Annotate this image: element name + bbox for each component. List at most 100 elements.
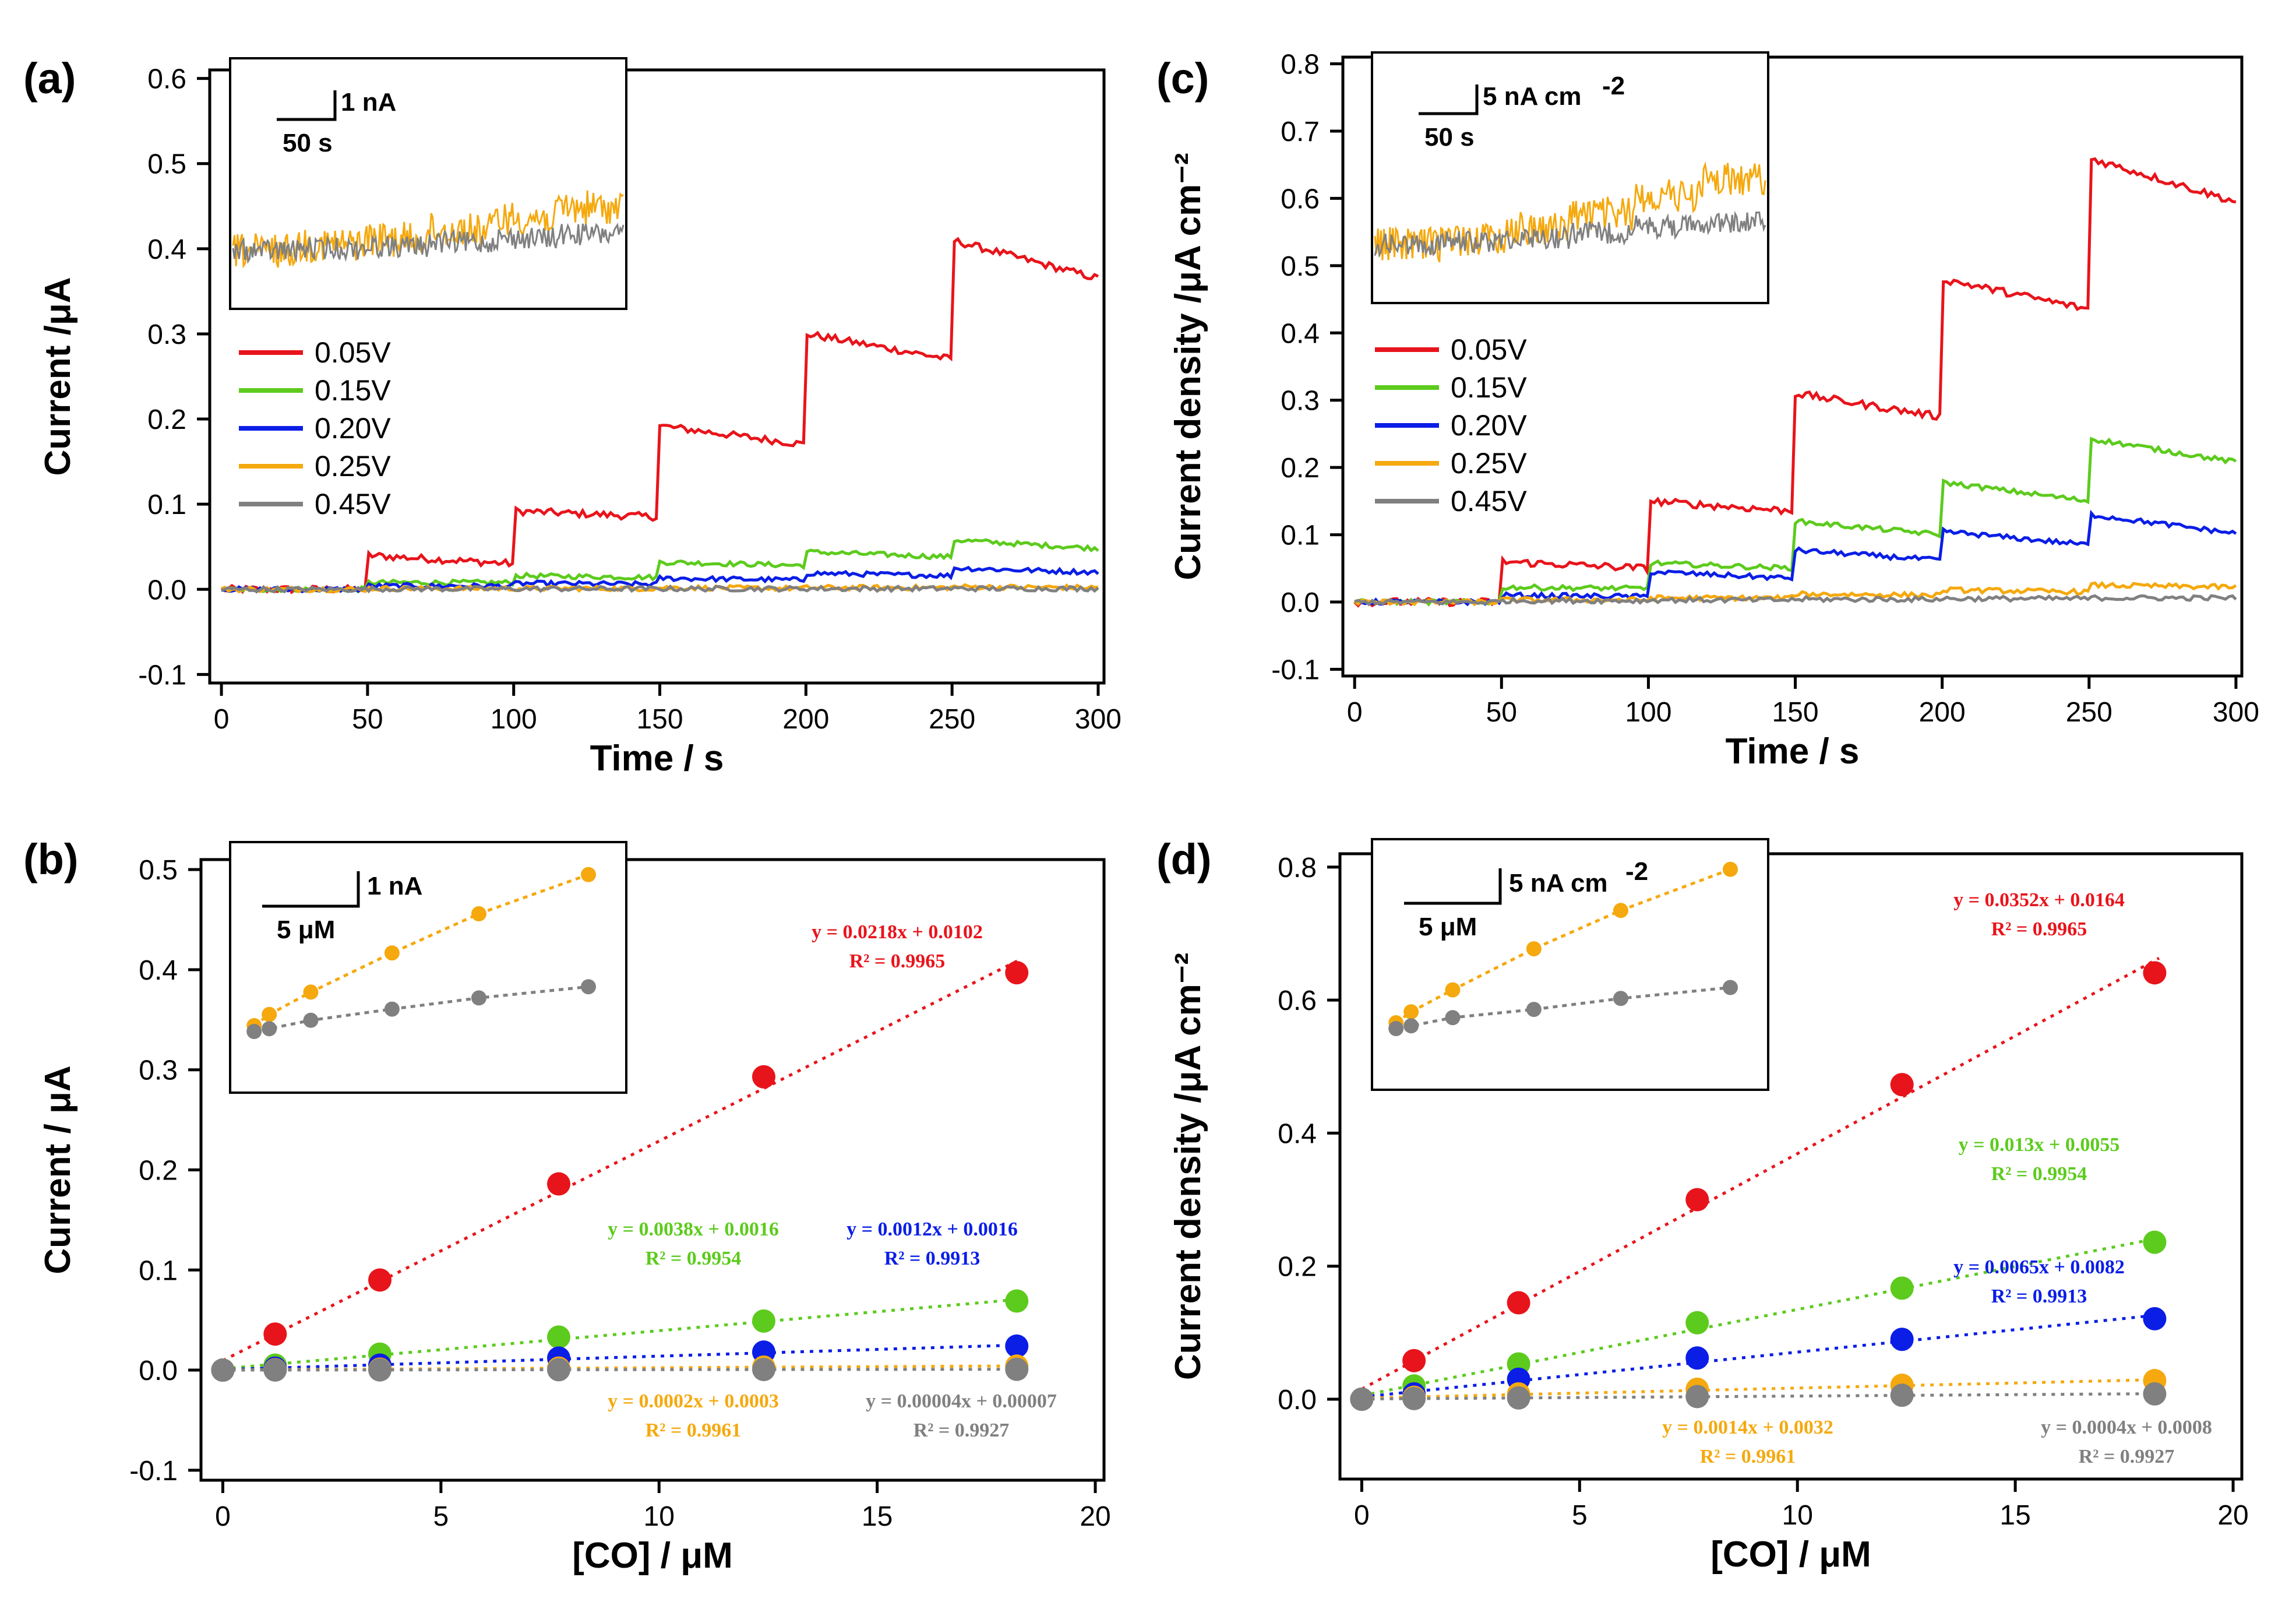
series-line-0.45V: [1354, 594, 2237, 607]
series-line-0.15V: [221, 538, 1099, 594]
x-tick-label: 250: [2066, 697, 2112, 728]
data-point-0.20V: [1685, 1346, 1709, 1370]
x-tick-label: 20: [1080, 1501, 1110, 1532]
fit-r2: R² = 0.9927: [2079, 1446, 2175, 1467]
y-tick-label: 0.2: [1278, 1252, 1317, 1283]
data-point-0.45V: [547, 1358, 571, 1382]
inset-frame: [229, 57, 627, 310]
y-tick-label: 0.0: [1281, 587, 1320, 618]
x-tick-label: 300: [1075, 704, 1121, 735]
y-tick-label: 0.5: [147, 149, 186, 180]
legend-label: 0.20V: [315, 412, 391, 445]
inset-data-point: [471, 990, 486, 1006]
panel-label: (c): [1156, 54, 1209, 103]
data-point-0.45V: [1890, 1383, 1914, 1407]
x-tick-label: 100: [1625, 697, 1671, 728]
panel-label: (d): [1156, 835, 1212, 883]
inset-data-point: [581, 979, 596, 995]
data-point-0.15V: [752, 1309, 775, 1333]
panel-d: (d) 0.0 0.2 0.4 0.6 0.8 0 5 10 15 20 [CO] / μM Curre…: [1156, 835, 2249, 1575]
y-tick-label: 0.3: [139, 1055, 178, 1086]
fit-line-0.45V: [1362, 1392, 2159, 1401]
legend-label: 0.45V: [1451, 485, 1527, 517]
inset-data-point: [1403, 1018, 1419, 1034]
y-tick-label: 0.4: [1281, 318, 1320, 349]
inset-scale-bar: [1419, 85, 1479, 115]
x-axis-label: Time / s: [590, 738, 724, 779]
data-point-0.20V: [2143, 1307, 2167, 1330]
data-point-0.15V: [547, 1325, 571, 1349]
series-line-0.15V: [1353, 436, 2237, 607]
inset-data-point: [1613, 903, 1628, 918]
y-tick-label: 0.1: [139, 1255, 178, 1286]
x-tick-label: 50: [352, 704, 383, 735]
legend-label: 0.45V: [315, 488, 391, 520]
x-tick-label: 300: [2213, 697, 2259, 728]
data-point-0.05V: [1402, 1349, 1426, 1372]
x-tick-label: 200: [1919, 697, 1966, 728]
fit-equation: y = 0.0038x + 0.0016: [608, 1219, 779, 1240]
plot-frame: [1338, 852, 2244, 1481]
fit-r2: R² = 0.9961: [646, 1420, 742, 1441]
fit-equation: y = 0.0352x + 0.0164: [1953, 889, 2125, 911]
y-axis-label: Current density /μA cm⁻²: [1168, 153, 1208, 580]
inset-scale-y-label: 5 nA cm: [1483, 82, 1582, 111]
y-tick-label: 0.6: [1281, 184, 1320, 214]
x-tick-label: 250: [929, 704, 975, 735]
inset-trace: [1374, 210, 1766, 258]
x-axis-label: [CO] / μM: [572, 1536, 733, 1576]
x-tick-label: 15: [1999, 1500, 2030, 1531]
fit-r2: R² = 0.9927: [914, 1420, 1010, 1441]
x-tick-label: 0: [1354, 1500, 1370, 1531]
inset: 1 nA 5 μM: [229, 841, 627, 1094]
x-tick-label: 0: [214, 704, 230, 735]
data-point-0.15V: [2143, 1230, 2167, 1254]
inset-data-point: [1723, 861, 1738, 877]
y-tick-label: 0.0: [1278, 1385, 1317, 1416]
fit-line-0.45V: [223, 1368, 1021, 1372]
y-tick-label: 0.2: [1281, 453, 1320, 484]
inset-scale-y-sup: -2: [1602, 72, 1625, 100]
plot-frame: [1341, 55, 2244, 678]
fit-equation: y = 0.0014x + 0.0032: [1662, 1417, 1833, 1438]
fit-r2: R² = 0.9913: [884, 1248, 981, 1269]
data-point-0.15V: [1890, 1276, 1914, 1300]
data-point-0.20V: [1890, 1328, 1914, 1351]
legend-label: 0.15V: [1451, 371, 1527, 404]
data-point-0.05V: [547, 1172, 571, 1196]
y-tick-label: 0.2: [139, 1156, 178, 1187]
inset-data-point: [303, 1012, 319, 1028]
panel-label: (b): [23, 835, 79, 883]
inset-scale-bar: [262, 871, 360, 908]
inset-data-point: [1445, 1010, 1461, 1026]
x-tick-label: 10: [1782, 1500, 1813, 1531]
fit-equation: y = 0.0012x + 0.0016: [847, 1219, 1018, 1240]
y-tick-label: 0.4: [1278, 1118, 1317, 1149]
fit-r2: R² = 0.9954: [646, 1248, 742, 1269]
inset-data-point: [262, 1021, 277, 1037]
series-line-0.05V: [1353, 157, 2237, 608]
fit-r2: R² = 0.9965: [1991, 918, 2087, 940]
y-axis-label: Current density /μA cm⁻²: [1168, 953, 1208, 1380]
y-tick-label: 0.3: [1281, 386, 1320, 417]
fit-equation: y = 0.0218x + 0.0102: [812, 921, 983, 943]
fit-equation: y = 0.0002x + 0.0003: [608, 1390, 779, 1412]
inset-data-point: [303, 984, 319, 1000]
x-tick-label: 15: [862, 1501, 893, 1532]
data-point-0.45V: [1005, 1357, 1029, 1381]
inset-scale-x-label: 5 μM: [1419, 913, 1477, 941]
inset-scale-x-label: 5 μM: [277, 916, 335, 944]
inset: 5 nA cm -2 50 s: [1371, 51, 1769, 304]
plot-frame: [208, 68, 1106, 685]
data-point-0.45V: [211, 1358, 235, 1382]
y-tick-label: 0.0: [139, 1356, 178, 1386]
x-tick-label: 10: [644, 1501, 675, 1532]
data-point-0.45V: [1350, 1388, 1374, 1411]
inset-frame: [1371, 51, 1769, 304]
data-point-0.15V: [1005, 1289, 1029, 1313]
inset-fit-line: [1395, 868, 1731, 1024]
inset-data-point: [1526, 1002, 1542, 1018]
inset-trace: [232, 223, 625, 264]
inset-data-point: [581, 867, 596, 882]
inset-scale-y-label: 1 nA: [367, 872, 422, 900]
